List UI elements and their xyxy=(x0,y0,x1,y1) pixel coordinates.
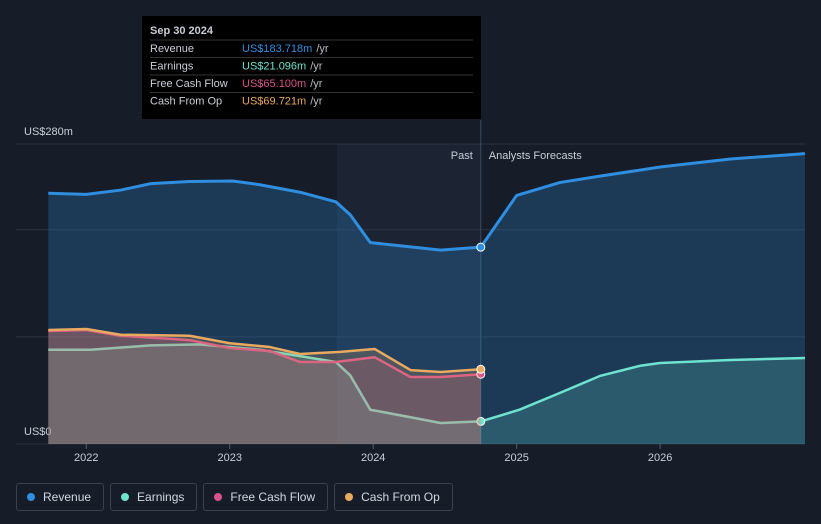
series-area xyxy=(48,344,805,444)
tooltip-label: Revenue xyxy=(150,43,194,55)
tooltip-box xyxy=(142,16,481,119)
tooltip-value-text: US$65.100m xyxy=(242,78,306,90)
legend-item[interactable]: Revenue xyxy=(16,483,105,511)
x-tick-label: 2026 xyxy=(648,452,672,464)
hover-dot xyxy=(476,364,486,374)
series-area xyxy=(48,329,481,444)
tooltip-label: Cash From Op xyxy=(150,95,222,107)
x-tick-label: 2024 xyxy=(361,452,385,464)
tooltip-unit: /yr xyxy=(310,60,323,72)
tooltip-value: US$65.100m/yr xyxy=(242,78,323,90)
series-line xyxy=(48,152,806,252)
legend-item[interactable]: Free Cash Flow xyxy=(203,483,329,511)
x-tick-label: 2022 xyxy=(74,452,98,464)
legend-label: Free Cash Flow xyxy=(230,490,316,504)
legend-item[interactable]: Cash From Op xyxy=(334,483,453,511)
y-tick-label: US$280m xyxy=(24,126,73,138)
tooltip-date: Sep 30 2024 xyxy=(150,25,214,37)
legend-swatch xyxy=(121,493,130,501)
tooltip-value-text: US$69.721m xyxy=(242,95,306,107)
tooltip-value: US$69.721m/yr xyxy=(242,95,323,107)
past-label: Past xyxy=(451,150,473,162)
y-tick-label: US$0 xyxy=(24,426,52,438)
forecast-label: Analysts Forecasts xyxy=(489,150,582,162)
tooltip-unit: /yr xyxy=(316,43,329,55)
legend-label: Earnings xyxy=(137,490,185,504)
series-line xyxy=(48,327,481,374)
tooltip-label: Earnings xyxy=(150,60,194,72)
tooltip-unit: /yr xyxy=(310,78,323,90)
legend: Revenue Earnings Free Cash Flow Cash From O… xyxy=(16,483,453,511)
x-tick-label: 2023 xyxy=(218,452,242,464)
legend-label: Cash From Op xyxy=(361,490,440,504)
legend-swatch xyxy=(345,493,354,501)
hover-dot xyxy=(476,242,486,252)
tooltip-value-text: US$21.096m xyxy=(242,60,306,72)
legend-swatch xyxy=(214,493,223,501)
tooltip-value: US$183.718m/yr xyxy=(242,43,329,55)
hover-dot xyxy=(476,416,486,426)
tooltip-label: Free Cash Flow xyxy=(150,78,228,90)
legend-item[interactable]: Earnings xyxy=(110,483,198,511)
tooltip-unit: /yr xyxy=(310,95,323,107)
legend-label: Revenue xyxy=(43,490,92,504)
tooltip-value-text: US$183.718m xyxy=(242,43,312,55)
x-tick-label: 2025 xyxy=(504,452,528,464)
series-line xyxy=(48,343,806,425)
legend-swatch xyxy=(27,493,35,501)
tooltip-value: US$21.096m/yr xyxy=(242,60,323,72)
